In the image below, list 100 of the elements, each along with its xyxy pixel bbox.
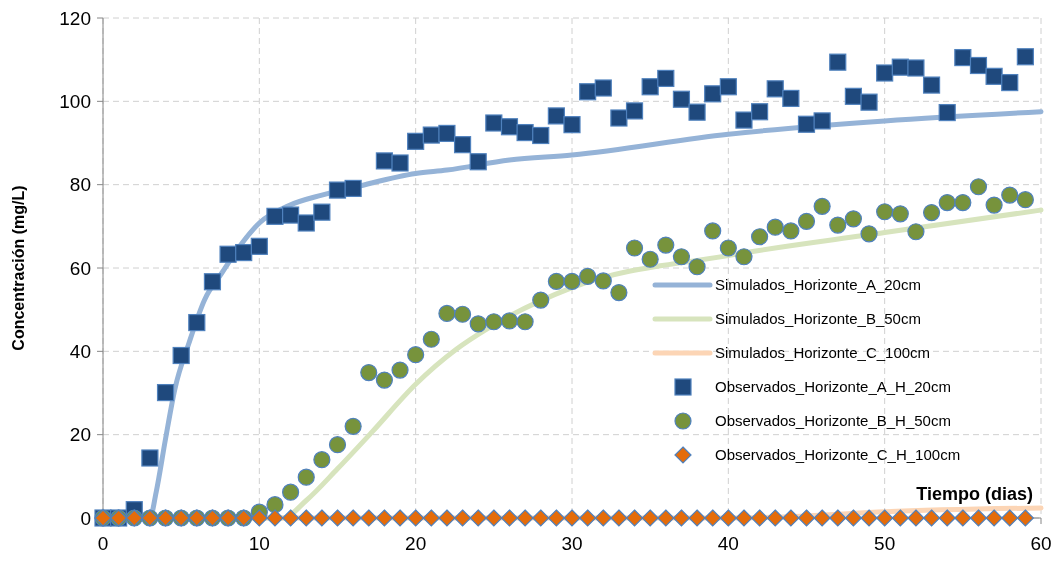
point <box>203 273 222 291</box>
point <box>735 111 753 129</box>
point <box>985 509 1003 527</box>
point <box>594 509 612 527</box>
point <box>876 509 894 527</box>
legend-label: Simulados_Horizonte_A_20cm <box>715 276 921 294</box>
x-tick-label: 20 <box>405 533 427 554</box>
point <box>625 239 644 257</box>
point <box>547 272 565 290</box>
point <box>751 103 769 121</box>
point <box>516 313 534 331</box>
x-tick-label: 0 <box>97 533 109 554</box>
y-tick-label: 20 <box>69 424 91 446</box>
point <box>266 207 284 225</box>
point <box>891 205 909 223</box>
point <box>688 509 706 527</box>
point <box>751 509 769 527</box>
point <box>735 248 753 266</box>
point <box>782 89 800 108</box>
point <box>844 509 862 527</box>
point <box>907 223 925 241</box>
point <box>719 509 737 527</box>
point <box>297 468 315 486</box>
point <box>579 83 597 101</box>
point <box>985 67 1003 85</box>
point <box>328 436 347 454</box>
point <box>266 496 284 514</box>
point <box>500 312 519 330</box>
point <box>532 126 550 145</box>
point <box>688 103 706 121</box>
point <box>938 509 956 527</box>
point <box>985 196 1003 214</box>
point <box>438 124 456 143</box>
point <box>938 103 956 122</box>
x-tick-label: 60 <box>1030 533 1052 554</box>
point <box>375 371 393 389</box>
point <box>751 228 769 246</box>
point <box>813 509 831 527</box>
point <box>1016 48 1034 66</box>
point <box>407 346 425 364</box>
point <box>297 509 315 527</box>
point <box>328 181 347 199</box>
point <box>453 136 472 154</box>
point <box>969 56 988 75</box>
point <box>907 509 925 527</box>
point <box>500 509 519 527</box>
point <box>766 80 784 98</box>
point <box>782 222 800 240</box>
y-tick-label: 60 <box>69 257 91 279</box>
point <box>719 239 737 257</box>
point <box>860 93 878 111</box>
point <box>641 509 659 527</box>
point <box>813 197 831 215</box>
point <box>328 509 347 527</box>
point <box>516 509 534 527</box>
point <box>438 509 456 527</box>
point <box>782 509 800 527</box>
point <box>610 109 628 127</box>
point <box>344 179 362 198</box>
legend-label: Simulados_Horizonte_C_100cm <box>715 344 931 362</box>
point <box>407 132 425 150</box>
y-axis-title: Concentración (mg/L) <box>10 185 27 351</box>
point <box>141 449 159 467</box>
point <box>547 509 565 527</box>
point <box>563 116 581 134</box>
point <box>563 272 581 290</box>
point <box>829 53 847 71</box>
point <box>594 79 612 97</box>
point <box>563 509 581 527</box>
x-tick-label: 50 <box>874 533 896 554</box>
point <box>469 153 487 171</box>
x-tick-label: 40 <box>717 533 739 554</box>
point <box>844 87 862 105</box>
point <box>922 203 941 222</box>
point <box>422 509 440 527</box>
point <box>438 304 456 323</box>
point <box>422 126 440 144</box>
point <box>954 48 972 67</box>
point <box>282 206 300 224</box>
point <box>297 214 315 232</box>
point <box>313 509 331 527</box>
point <box>1001 186 1019 204</box>
point <box>532 509 550 527</box>
point <box>250 509 268 527</box>
point <box>1016 191 1034 209</box>
point <box>375 509 393 527</box>
point <box>156 383 175 402</box>
point <box>954 193 972 212</box>
point <box>907 59 925 77</box>
point <box>860 509 878 527</box>
point <box>172 346 190 365</box>
point <box>313 203 331 221</box>
point <box>360 509 378 527</box>
point <box>704 509 722 527</box>
point <box>360 363 378 382</box>
point <box>282 483 300 501</box>
point <box>969 509 988 527</box>
point <box>391 509 409 527</box>
x-tick-label: 30 <box>561 533 583 554</box>
point <box>313 451 331 469</box>
